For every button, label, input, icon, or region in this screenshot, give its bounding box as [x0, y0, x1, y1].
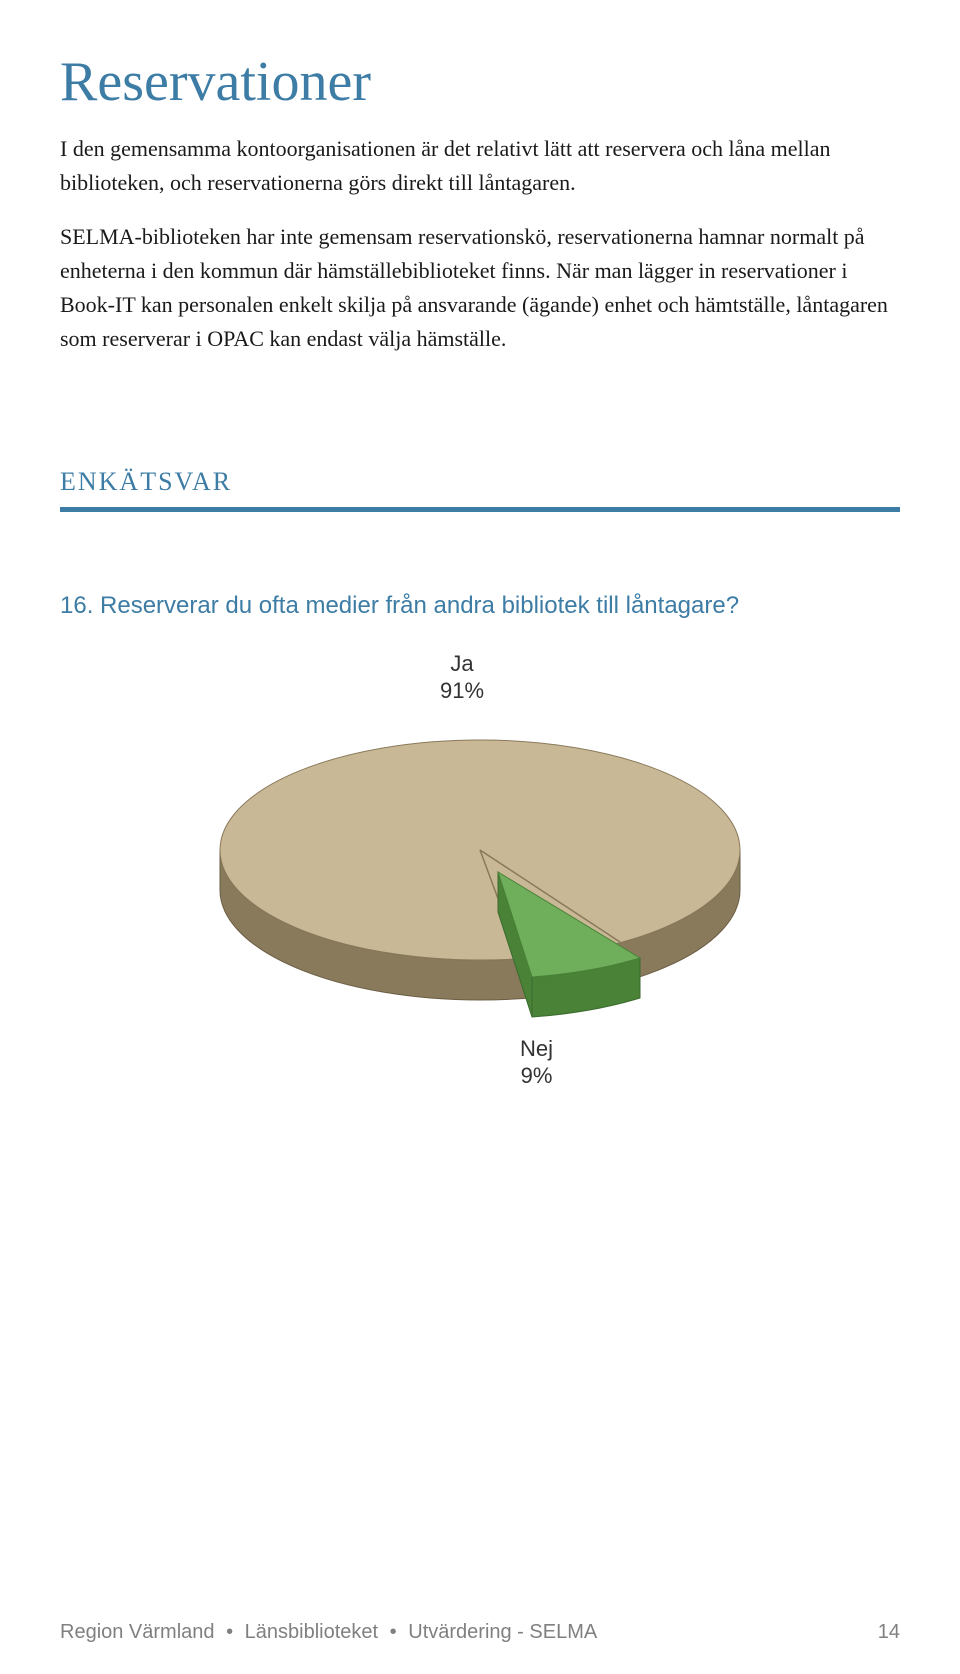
- footer-left: Region Värmland • Länsbiblioteket • Utvä…: [60, 1621, 597, 1644]
- chart-label-nej: Nej 9%: [520, 1035, 553, 1090]
- chart-label-ja: Ja 91%: [440, 650, 484, 705]
- footer-org: Region Värmland: [60, 1621, 215, 1643]
- pie-chart: Ja 91% Nej 9%: [160, 650, 800, 1090]
- section-heading: ENKÄTSVAR: [60, 467, 900, 497]
- intro-paragraph-2: SELMA-biblioteken har inte gemensam rese…: [60, 220, 900, 356]
- chart-label-ja-pct: 91%: [440, 677, 484, 705]
- pie-svg: [190, 720, 770, 1020]
- footer-bullet-1: •: [226, 1621, 233, 1643]
- page-title: Reservationer: [60, 50, 900, 114]
- page-footer: Region Värmland • Länsbiblioteket • Utvä…: [60, 1621, 900, 1644]
- question-text: 16. Reserverar du ofta medier från andra…: [60, 592, 900, 620]
- chart-label-ja-name: Ja: [440, 650, 484, 678]
- intro-paragraph-1: I den gemensamma kontoorganisationen är …: [60, 132, 900, 200]
- footer-bullet-2: •: [390, 1621, 397, 1643]
- chart-label-nej-pct: 9%: [520, 1062, 553, 1090]
- footer-page-number: 14: [878, 1621, 900, 1644]
- section-divider: [60, 507, 900, 512]
- footer-proj: Utvärdering - SELMA: [408, 1621, 597, 1643]
- footer-dept: Länsbiblioteket: [245, 1621, 378, 1643]
- chart-label-nej-name: Nej: [520, 1035, 553, 1063]
